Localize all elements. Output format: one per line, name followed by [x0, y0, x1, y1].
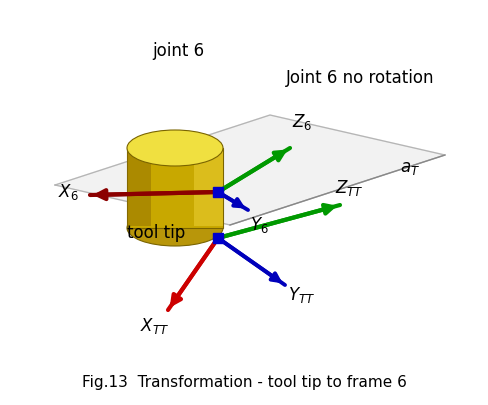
Text: $Z_6$: $Z_6$	[292, 112, 312, 132]
Text: $Z_{TT}$: $Z_{TT}$	[335, 178, 364, 198]
Polygon shape	[194, 150, 223, 226]
Polygon shape	[127, 148, 223, 228]
Text: joint 6: joint 6	[152, 42, 204, 60]
Text: $X_{TT}$: $X_{TT}$	[141, 316, 169, 336]
Text: $Y_{TT}$: $Y_{TT}$	[288, 285, 315, 305]
Text: $X_6$: $X_6$	[58, 182, 79, 202]
Text: $Y_6$: $Y_6$	[250, 215, 269, 235]
Polygon shape	[127, 150, 151, 226]
Polygon shape	[55, 115, 445, 225]
Ellipse shape	[127, 130, 223, 166]
Text: $a_T$: $a_T$	[400, 159, 420, 177]
Text: Fig.13  Transformation - tool tip to frame 6: Fig.13 Transformation - tool tip to fram…	[81, 375, 407, 390]
Text: Joint 6 no rotation: Joint 6 no rotation	[286, 69, 434, 87]
Text: tool tip: tool tip	[127, 224, 185, 242]
Ellipse shape	[127, 210, 223, 246]
